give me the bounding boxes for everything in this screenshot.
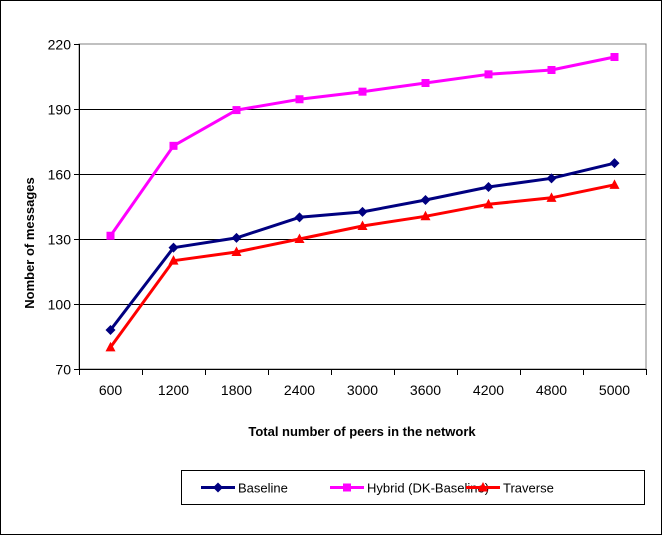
legend-box <box>181 470 645 505</box>
legend-marker <box>478 482 488 492</box>
y-tick-label: 160 <box>48 167 72 183</box>
x-tick-label: 1800 <box>221 382 252 398</box>
x-tick-label: 4200 <box>473 382 504 398</box>
data-point <box>421 79 430 87</box>
data-point <box>420 195 431 205</box>
legend-marker <box>213 482 223 493</box>
x-tick-label: 3600 <box>410 382 441 398</box>
legend: Baseline Hybrid (DK-Baseline) Traverse <box>181 470 645 505</box>
data-point <box>231 246 242 256</box>
legend-label: Traverse <box>503 481 554 496</box>
x-tick-label: 600 <box>99 382 123 398</box>
legend-item: Baseline <box>201 481 288 496</box>
legend-label: Hybrid (DK-Baseline) <box>367 481 489 496</box>
data-point <box>609 179 620 189</box>
axes: 70 100 130 160 190 220 600 1200 1800 2400 3000 3600… <box>48 37 647 398</box>
data-point <box>483 182 494 192</box>
data-point <box>231 232 242 243</box>
y-tick-label: 100 <box>48 297 72 313</box>
data-point <box>168 242 179 253</box>
data-point <box>295 95 304 104</box>
data-point <box>294 212 305 223</box>
series-2 <box>106 53 619 240</box>
data-point <box>546 173 557 184</box>
y-tick-label: 190 <box>48 102 72 118</box>
data-point <box>546 192 557 202</box>
data-point <box>484 70 493 79</box>
series-group <box>105 53 620 352</box>
gridlines <box>79 109 646 305</box>
y-axis-title: Nomber of messages <box>22 177 37 309</box>
y-tick-label: 70 <box>55 362 71 378</box>
series-3 <box>105 179 620 352</box>
data-point <box>610 53 619 61</box>
legend-label: Baseline <box>238 481 288 496</box>
series-1 <box>105 158 620 335</box>
data-point <box>547 66 556 74</box>
data-point <box>168 255 179 265</box>
data-point <box>357 220 368 230</box>
x-tick-label: 1200 <box>158 382 189 398</box>
x-tick-label: 5000 <box>599 382 630 398</box>
x-tick-label: 2400 <box>284 382 315 398</box>
data-point <box>420 210 431 221</box>
x-tick-label: 3000 <box>347 382 378 398</box>
data-point <box>105 325 116 335</box>
x-tick-label: 4800 <box>536 382 567 398</box>
data-point <box>105 341 116 352</box>
legend-item: Traverse <box>466 481 554 496</box>
data-point <box>294 233 305 243</box>
x-axis-title: Total number of peers in the network <box>248 424 476 439</box>
data-point <box>232 106 241 115</box>
data-point <box>106 231 115 240</box>
data-point <box>358 87 367 96</box>
data-point <box>357 206 368 217</box>
data-point <box>609 158 620 169</box>
data-point <box>483 198 494 209</box>
data-point <box>169 141 178 150</box>
y-tick-label: 220 <box>48 37 72 53</box>
y-tick-label: 130 <box>48 232 72 248</box>
legend-item: Hybrid (DK-Baseline) <box>330 481 489 496</box>
legend-marker <box>343 483 351 492</box>
